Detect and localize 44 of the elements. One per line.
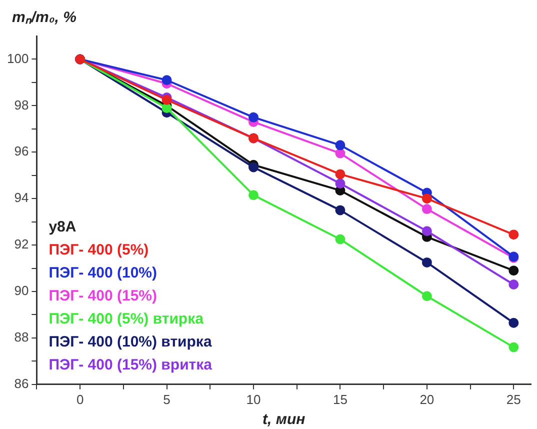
y-tick-label: 92	[14, 236, 29, 252]
y-tick-label: 96	[14, 144, 29, 159]
point	[508, 230, 519, 240]
point	[335, 148, 346, 158]
point	[508, 318, 519, 328]
y-tick-label: 90	[14, 283, 29, 298]
point	[248, 112, 258, 122]
x-axis-title: t, мин	[262, 411, 306, 428]
x-tick-label: 25	[506, 392, 521, 407]
point	[248, 162, 258, 172]
point	[162, 103, 172, 114]
point	[422, 194, 432, 204]
point	[335, 234, 346, 244]
y-tick-label: 88	[14, 330, 29, 345]
point	[508, 266, 519, 276]
text: ПЭГ- 400 (10%)	[48, 264, 158, 282]
point	[335, 169, 346, 180]
x-tick-label: 10	[246, 392, 261, 407]
x-tick-label: 20	[420, 392, 434, 407]
point	[248, 190, 258, 200]
x-tick-label: 0	[76, 392, 84, 407]
y-tick-label: 98	[14, 97, 29, 112]
text: ПЭГ- 400 (5%)	[48, 242, 149, 259]
point	[335, 205, 346, 216]
point	[422, 204, 432, 214]
text: ПЭГ- 400 (10%) втирка	[48, 334, 212, 351]
y-tick-label: 94	[14, 190, 29, 206]
x-tick-label: 5	[163, 392, 170, 407]
y-tick-label: 86	[14, 376, 29, 391]
y-tick-label: 100	[6, 50, 29, 66]
legend-title: y8A	[48, 218, 76, 236]
point	[508, 280, 519, 290]
text: ПЭГ- 400 (15%) вритка	[48, 356, 213, 374]
point	[162, 75, 172, 86]
y-axis-title: mₙ/m₀, %	[12, 9, 76, 26]
x-tick-label: 15	[332, 392, 348, 407]
point	[422, 226, 432, 236]
point	[335, 140, 346, 150]
text: ПЭГ- 400 (15%)	[48, 288, 158, 305]
point	[422, 291, 432, 302]
point	[422, 257, 432, 268]
point	[508, 342, 519, 352]
point	[335, 178, 346, 188]
text: ПЭГ- 400 (5%) втирка	[48, 310, 204, 328]
